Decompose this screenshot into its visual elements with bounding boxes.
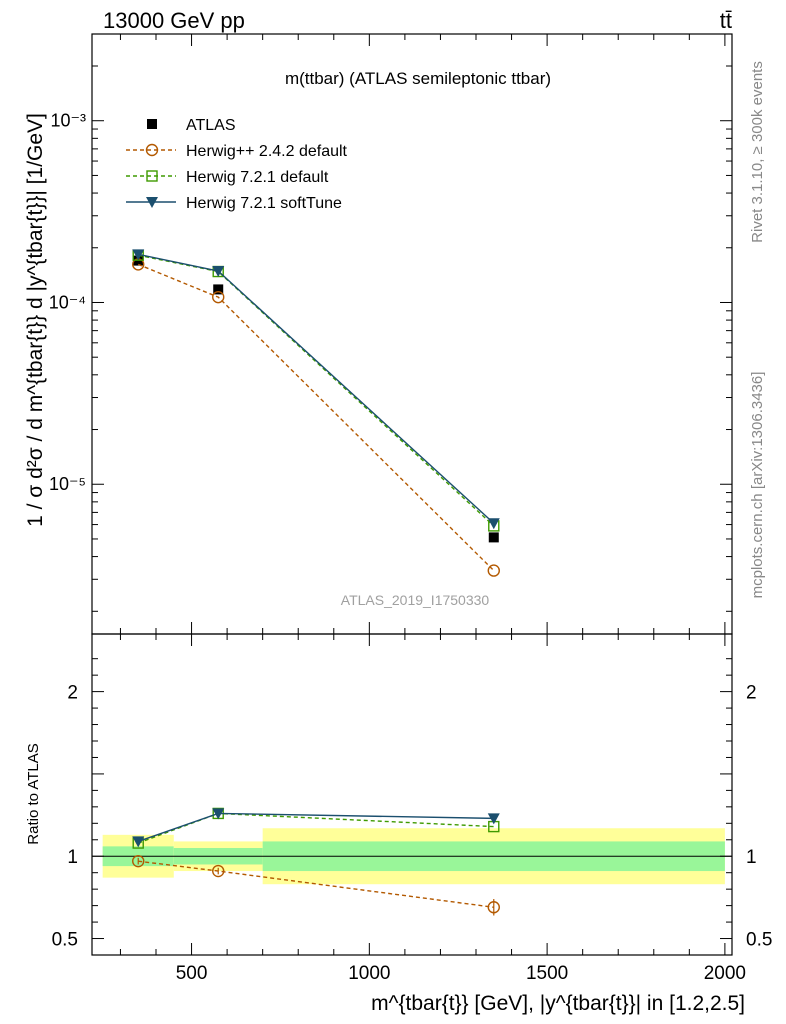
mcplots-watermark: mcplots.cern.ch [arXiv:1306.3436]	[749, 372, 766, 599]
main-y-tick-label: 10⁻⁵	[49, 474, 86, 494]
legend-marker-2	[146, 170, 158, 182]
legend-marker-3	[146, 197, 158, 208]
header-right: tt̄	[720, 8, 732, 33]
ratio-y-tick-label: 0.5	[52, 930, 78, 951]
legend-label-3: Herwig 7.2.1 softTune	[186, 195, 342, 212]
main-series-3-point	[212, 266, 225, 278]
main-series-1-point	[487, 564, 500, 577]
legend-marker-0	[147, 119, 157, 129]
ratio-y-tick-label: 1	[67, 847, 78, 868]
ratio-y-tick-label-right: 2	[746, 683, 757, 704]
analysis-watermark: ATLAS_2019_I1750330	[341, 592, 490, 608]
main-y-tick-label: 10⁻³	[50, 111, 86, 131]
main-series-0-point	[213, 284, 224, 295]
rivet-watermark: Rivet 3.1.10, ≥ 300k events	[749, 61, 766, 243]
ratio-series-0-point	[487, 901, 500, 914]
ratio-y-label: Ratio to ATLAS	[25, 743, 42, 844]
ratio-series-2-point	[487, 813, 500, 825]
ratio-y-tick-label: 2	[67, 683, 78, 704]
chart-title: m(ttbar) (ATLAS semileptonic ttbar)	[285, 69, 551, 88]
legend: ATLAS Herwig++ 2.4.2 default Herwig 7.2.1 …	[126, 117, 348, 212]
main-series-3-point	[487, 518, 500, 530]
ratio-marks	[132, 807, 500, 916]
ratio-bands	[92, 828, 732, 885]
ratio-frame	[91, 633, 733, 956]
main-series-0-point	[488, 532, 499, 543]
ratio-y-tick-label-right: 0.5	[746, 930, 772, 951]
ratio-series-0-point	[132, 854, 145, 868]
x-tick-label: 1000	[348, 963, 390, 984]
main-series-3-point	[132, 249, 145, 261]
header-left: 13000 GeV pp	[103, 8, 245, 33]
ratio-series-0-point	[212, 864, 225, 878]
main-y-tick-label: 10⁻⁴	[49, 292, 86, 312]
ratio-y-tick-label-right: 1	[746, 847, 757, 868]
axes: 10⁻⁵ 10⁻⁴ 10⁻³ 0.5 0.5 1 1 2 2 500 1000 1500 2000	[49, 33, 772, 984]
x-tick-label: 2000	[704, 963, 746, 984]
main-series-1-line	[137, 263, 495, 572]
ratio-series-2-point	[212, 808, 225, 820]
x-tick-label: 1500	[526, 963, 568, 984]
x-axis-label: m^{tbar{t}} [GeV], |y^{tbar{t}}| in [1.2…	[371, 992, 745, 1015]
main-series-1-point	[212, 290, 225, 304]
x-tick-label: 500	[176, 963, 208, 984]
main-marks	[132, 249, 500, 577]
main-y-label: 1 / σ d²σ / d m^{tbar{t}} d |y^{tbar{t}}…	[24, 113, 47, 527]
main-series-3-line	[138, 253, 495, 524]
legend-label-0: ATLAS	[186, 117, 236, 134]
legend-marker-1	[145, 143, 159, 157]
main-series-2-line	[138, 254, 495, 527]
legend-label-1: Herwig++ 2.4.2 default	[186, 143, 348, 160]
legend-label-2: Herwig 7.2.1 default	[186, 169, 329, 186]
ratio-series-2-point	[132, 836, 145, 848]
